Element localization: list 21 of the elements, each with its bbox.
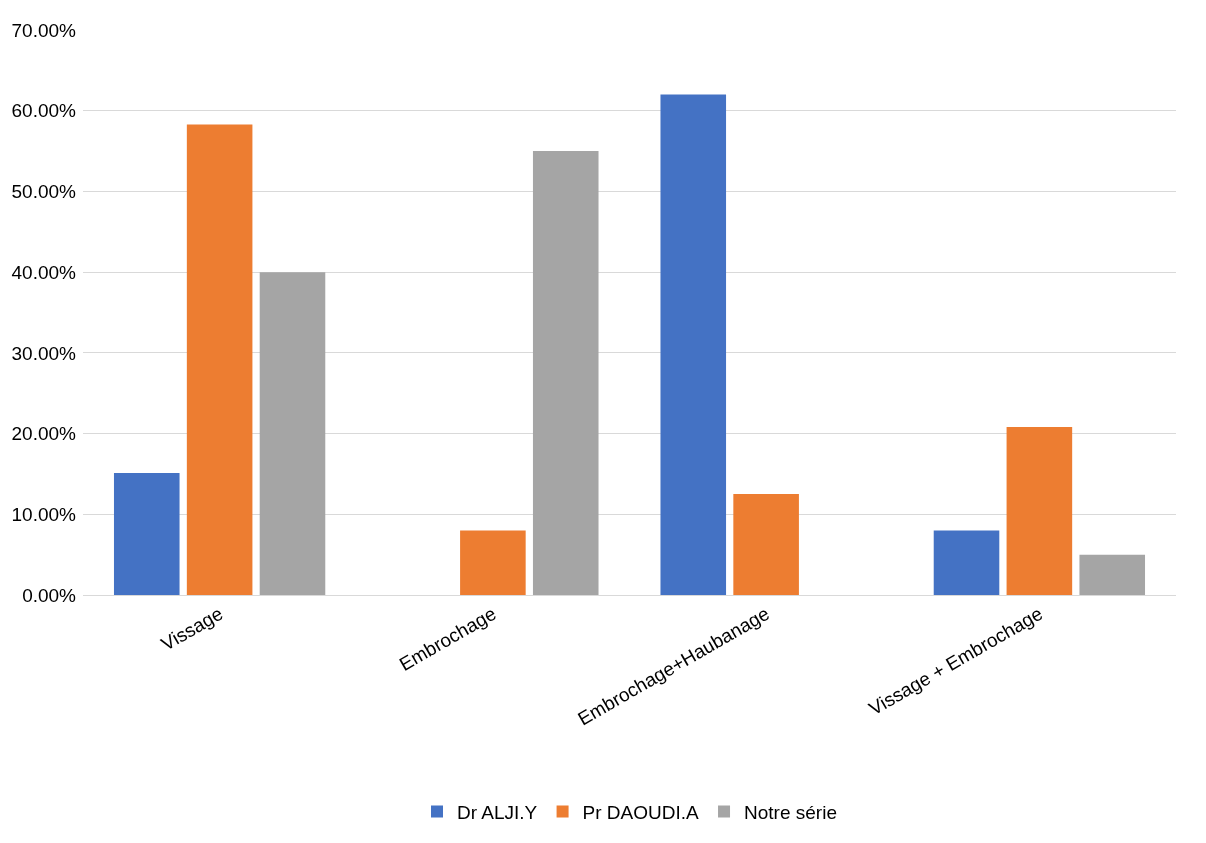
legend-label: Dr ALJI.Y <box>457 802 538 824</box>
y-tick-label: 30.00% <box>11 342 77 364</box>
bar <box>733 494 799 595</box>
bar <box>186 124 253 595</box>
y-tick-label: 20.00% <box>11 423 77 445</box>
y-tick-label: 60.00% <box>11 100 77 122</box>
bar <box>259 272 326 595</box>
y-tick-label: 50.00% <box>11 181 77 203</box>
bar <box>933 530 1000 595</box>
y-tick-label: 0.00% <box>22 584 77 606</box>
legend-label: Pr DAOUDI.A <box>582 802 700 824</box>
legend-label: Notre série <box>744 802 837 824</box>
bar <box>460 530 526 595</box>
bar <box>1006 427 1073 595</box>
bar <box>532 151 599 595</box>
bar <box>1079 554 1146 595</box>
y-tick-label: 10.00% <box>11 503 77 525</box>
y-tick-label: 40.00% <box>11 261 77 283</box>
bar <box>660 94 727 595</box>
y-tick-label: 70.00% <box>11 19 77 41</box>
bar <box>113 473 180 595</box>
